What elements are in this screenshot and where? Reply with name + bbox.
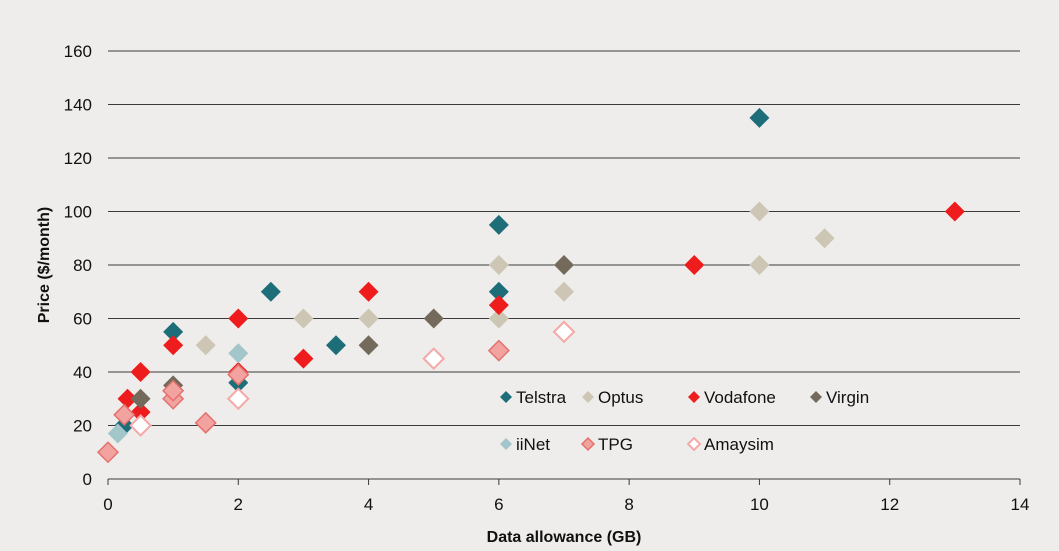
x-axis-title: Data allowance (GB) bbox=[487, 529, 642, 546]
x-tick-label: 2 bbox=[234, 495, 243, 514]
point-vodafone bbox=[358, 281, 379, 302]
legend-item-telstra: Telstra bbox=[500, 388, 567, 407]
legend-label-amaysim: Amaysim bbox=[704, 435, 774, 454]
point-optus bbox=[814, 228, 835, 249]
point-tpg bbox=[113, 403, 136, 426]
point-telstra bbox=[488, 214, 509, 235]
point-telstra bbox=[260, 281, 281, 302]
point-virgin bbox=[130, 388, 151, 409]
series-iinet bbox=[107, 343, 249, 444]
point-optus bbox=[488, 308, 509, 329]
series-virgin bbox=[130, 255, 574, 409]
legend: Telstra Optus Vodafone Virgin iiNet TPG Amaysi… bbox=[500, 388, 869, 454]
y-tick-label: 80 bbox=[73, 256, 92, 275]
y-tick-label: 120 bbox=[64, 149, 92, 168]
x-tick-label: 12 bbox=[880, 495, 899, 514]
point-tpg bbox=[194, 411, 217, 434]
point-amaysim bbox=[422, 347, 446, 371]
data-points bbox=[96, 107, 965, 464]
point-optus bbox=[749, 255, 770, 275]
point-tpg bbox=[227, 363, 250, 386]
series-tpg bbox=[96, 339, 510, 464]
point-iinet bbox=[107, 423, 128, 444]
legend-marker-telstra bbox=[500, 391, 512, 403]
y-axis-ticks: 0 20 40 60 80 100 120 140 160 bbox=[64, 42, 92, 489]
point-telstra bbox=[163, 321, 184, 342]
point-vodafone bbox=[163, 335, 184, 356]
x-tick-label: 10 bbox=[750, 495, 769, 514]
y-tick-label: 20 bbox=[73, 417, 92, 436]
legend-label-telstra: Telstra bbox=[516, 388, 567, 407]
point-virgin bbox=[554, 255, 574, 275]
legend-marker-amaysim bbox=[686, 436, 702, 452]
point-amaysim bbox=[226, 387, 250, 411]
y-tick-label: 160 bbox=[64, 42, 92, 61]
legend-marker-tpg bbox=[580, 436, 596, 452]
x-tick-label: 0 bbox=[103, 495, 112, 514]
y-tick-label: 140 bbox=[64, 96, 92, 115]
series-amaysim bbox=[129, 320, 576, 437]
point-amaysim bbox=[129, 414, 152, 437]
point-telstra bbox=[326, 335, 346, 356]
point-vodafone bbox=[117, 388, 138, 409]
point-virgin bbox=[358, 335, 379, 356]
point-tpg bbox=[487, 339, 510, 362]
point-telstra bbox=[749, 107, 770, 128]
point-tpg bbox=[96, 441, 120, 464]
point-virgin bbox=[423, 308, 444, 329]
point-optus bbox=[488, 255, 509, 275]
y-tick-label: 60 bbox=[73, 310, 92, 329]
x-axis-ticks: 0 2 4 6 8 10 12 14 bbox=[103, 479, 1029, 514]
point-vodafone bbox=[130, 402, 151, 423]
point-telstra bbox=[488, 281, 509, 302]
legend-marker-vodafone bbox=[688, 391, 700, 403]
legend-label-virgin: Virgin bbox=[826, 388, 869, 407]
point-optus bbox=[749, 201, 770, 222]
legend-label-iinet: iiNet bbox=[516, 435, 550, 454]
x-tick-label: 8 bbox=[624, 495, 633, 514]
point-vodafone bbox=[488, 295, 509, 316]
legend-item-virgin: Virgin bbox=[810, 388, 869, 407]
point-vodafone bbox=[293, 348, 314, 369]
point-amaysim bbox=[552, 320, 576, 344]
legend-label-vodafone: Vodafone bbox=[704, 388, 776, 407]
point-optus bbox=[358, 308, 379, 329]
legend-item-amaysim: Amaysim bbox=[686, 435, 774, 454]
legend-marker-virgin bbox=[810, 391, 822, 403]
legend-label-optus: Optus bbox=[598, 388, 643, 407]
y-tick-label: 40 bbox=[73, 363, 92, 382]
x-tick-label: 14 bbox=[1011, 495, 1030, 514]
legend-item-optus: Optus bbox=[582, 388, 643, 407]
point-optus bbox=[195, 335, 216, 356]
legend-item-vodafone: Vodafone bbox=[688, 388, 776, 407]
y-axis-title: Price ($/month) bbox=[36, 207, 53, 323]
x-tick-label: 4 bbox=[364, 495, 373, 514]
point-optus bbox=[554, 281, 574, 302]
y-tick-label: 0 bbox=[83, 470, 92, 489]
x-tick-label: 6 bbox=[494, 495, 503, 514]
legend-item-iinet: iiNet bbox=[500, 435, 550, 454]
point-vodafone bbox=[944, 201, 965, 222]
point-vodafone bbox=[130, 362, 151, 382]
y-tick-label: 100 bbox=[64, 203, 92, 222]
point-vodafone bbox=[684, 255, 705, 275]
series-telstra bbox=[114, 107, 770, 436]
legend-item-tpg: TPG bbox=[580, 435, 633, 454]
legend-label-tpg: TPG bbox=[598, 435, 633, 454]
point-tpg bbox=[162, 379, 185, 402]
legend-marker-iinet bbox=[500, 438, 512, 450]
legend-marker-optus bbox=[582, 391, 594, 403]
point-optus bbox=[293, 308, 314, 329]
point-iinet bbox=[228, 343, 249, 364]
point-vodafone bbox=[228, 308, 249, 329]
